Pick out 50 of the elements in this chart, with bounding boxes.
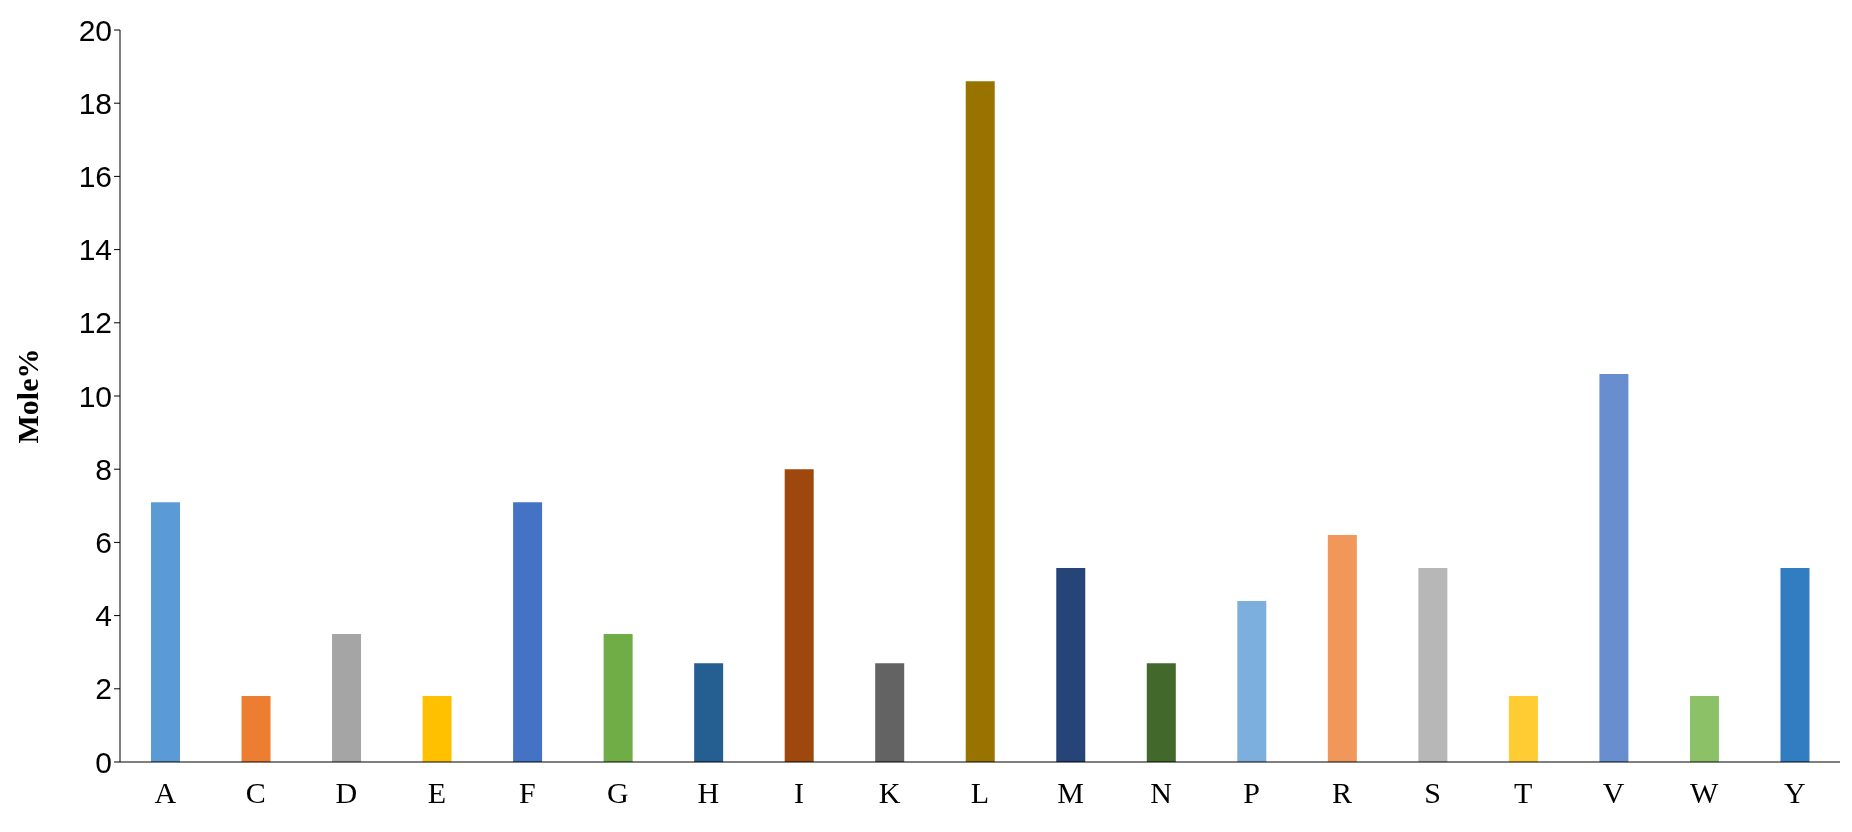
x-tick-label: P — [1243, 776, 1260, 810]
x-tick-label: G — [607, 776, 629, 810]
bar — [1056, 568, 1086, 762]
bar — [1146, 663, 1176, 762]
y-tick-label: 0 — [95, 745, 112, 779]
bar — [784, 469, 814, 762]
bar — [332, 633, 362, 762]
bar — [965, 81, 995, 762]
y-tick-label: 20 — [78, 13, 112, 47]
x-tick-label: H — [697, 776, 720, 810]
bar — [1689, 696, 1719, 762]
bar — [513, 502, 543, 762]
x-tick-label: I — [793, 776, 804, 810]
x-tick-label: T — [1513, 776, 1533, 810]
bar — [1780, 568, 1810, 762]
x-tick-label: K — [878, 776, 901, 810]
bar — [241, 696, 271, 762]
bar — [875, 663, 905, 762]
y-tick-label: 8 — [95, 452, 112, 486]
x-tick-label: F — [519, 776, 536, 810]
bar — [1508, 696, 1538, 762]
y-tick-label: 4 — [95, 599, 112, 633]
x-tick-label: S — [1424, 776, 1441, 810]
x-tick-label: E — [427, 776, 447, 810]
bar — [1327, 535, 1357, 762]
x-tick-label: M — [1057, 776, 1084, 810]
x-tick-label: W — [1690, 776, 1720, 810]
y-tick-label: 14 — [78, 233, 112, 267]
x-tick-label: L — [970, 776, 990, 810]
bar — [603, 633, 633, 762]
bar — [694, 663, 724, 762]
y-tick-label: 16 — [78, 160, 112, 194]
y-tick-label: 10 — [78, 379, 112, 413]
y-axis-title: Mole% — [10, 348, 44, 444]
x-tick-label: D — [335, 776, 358, 810]
y-tick-label: 18 — [78, 86, 112, 120]
bar — [422, 696, 452, 762]
x-tick-label: R — [1332, 776, 1353, 810]
bar — [151, 502, 180, 762]
x-tick-label: A — [154, 776, 177, 810]
y-tick-label: 12 — [78, 306, 112, 340]
bar — [1418, 568, 1448, 762]
x-tick-label: Y — [1783, 776, 1806, 810]
bar — [1237, 600, 1267, 762]
y-tick-label: 2 — [95, 672, 112, 706]
x-tick-label: C — [245, 776, 266, 810]
x-tick-label: V — [1602, 776, 1625, 810]
x-tick-label: N — [1150, 776, 1172, 810]
y-tick-label: 6 — [95, 526, 112, 560]
bar — [1599, 374, 1629, 762]
